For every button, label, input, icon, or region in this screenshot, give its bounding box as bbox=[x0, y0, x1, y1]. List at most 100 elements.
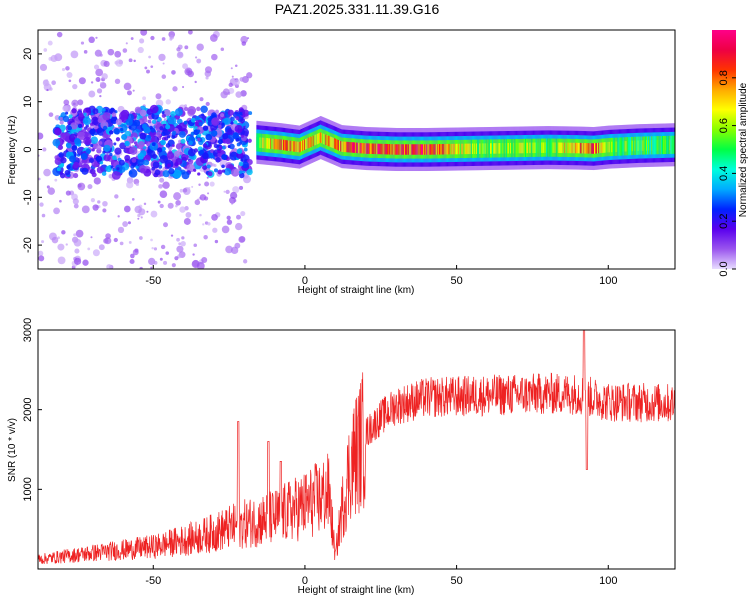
spectrogram-ridge-cell bbox=[647, 140, 649, 151]
spectrogram-ridge-cell bbox=[416, 144, 419, 155]
spectrogram-ridge-cell bbox=[326, 135, 328, 146]
spectrogram-noise-blob bbox=[235, 91, 243, 98]
spectrogram-ridge-cell bbox=[661, 139, 664, 151]
spectrogram-bright-spot bbox=[133, 119, 141, 127]
spectrogram-band-blob bbox=[217, 124, 222, 129]
spectrogram-noise-blob bbox=[211, 53, 218, 61]
spectrogram-ridge-cell bbox=[488, 143, 491, 154]
spectrogram-band-blob bbox=[171, 144, 175, 148]
snr-y-tick-label: 3000 bbox=[22, 318, 34, 342]
spectrogram-ridge-cell bbox=[515, 142, 517, 154]
spectrogram-band-blob bbox=[91, 172, 97, 178]
spectrogram-ridge-cell bbox=[257, 137, 259, 148]
spectrogram-band-blob bbox=[234, 124, 243, 134]
spectrogram-ridge-cell bbox=[286, 140, 288, 151]
spectrogram-ridge-cell bbox=[300, 140, 303, 152]
spectrogram-band-blob bbox=[155, 131, 162, 138]
spectrogram-ridge-cell bbox=[412, 144, 414, 155]
spectrogram-noise-blob bbox=[230, 246, 239, 255]
spectrogram-noise-blob bbox=[70, 50, 79, 59]
spectrogram-ridge-cell bbox=[450, 143, 453, 155]
spectrogram-ridge-cell bbox=[331, 137, 334, 148]
colorbar-gradient bbox=[712, 30, 736, 269]
spectrogram-noise-blob bbox=[132, 249, 139, 256]
spectrogram-ridge-cell bbox=[510, 142, 512, 154]
spectrogram-band-blob bbox=[131, 158, 137, 163]
spectrogram-band-blob bbox=[236, 142, 241, 147]
spectrogram-band-blob bbox=[229, 143, 235, 150]
spectrogram-ridge-cell bbox=[362, 143, 364, 154]
spectrogram-ridge-cell bbox=[629, 140, 631, 152]
spectrogram-ridge-cell bbox=[659, 139, 662, 151]
spectrogram-ridge-cell bbox=[422, 144, 424, 155]
spectrogram-bright-spot bbox=[69, 155, 76, 163]
spectrogram-ridge-cell bbox=[343, 141, 345, 153]
spectrogram-noise-blob bbox=[127, 221, 131, 225]
spectrogram-noise-blob bbox=[163, 222, 168, 228]
spectrogram-noise-blob bbox=[158, 53, 166, 62]
spectrogram-ridge-cell bbox=[670, 139, 672, 151]
spectrogram-ridge-cell bbox=[350, 142, 353, 153]
spectrogram-ridge-cell bbox=[435, 144, 438, 155]
spectrogram-noise-blob bbox=[59, 120, 64, 125]
spectrogram-ridge-cell bbox=[373, 143, 375, 155]
spectrogram-noise-blob bbox=[176, 47, 181, 52]
spectrogram-noise-blob bbox=[205, 76, 209, 80]
spectrogram-noise-blob bbox=[225, 189, 230, 195]
spectrogram-ridge-cell bbox=[418, 144, 421, 155]
spectrogram-ridge-cell bbox=[467, 143, 470, 155]
spectrogram-ridge-cell bbox=[556, 142, 559, 153]
spectrogram-band-blob bbox=[240, 134, 245, 138]
spectrogram-ridge-cell bbox=[284, 139, 286, 151]
spectrogram-x-tick-label: -50 bbox=[145, 275, 161, 287]
spectrogram-noise-blob bbox=[122, 48, 128, 53]
spectrogram-noise-blob bbox=[241, 76, 249, 84]
spectrogram-band-blob bbox=[170, 111, 177, 117]
spectrogram-noise-blob bbox=[169, 37, 173, 41]
spectrogram-band-blob bbox=[119, 142, 127, 150]
spectrogram-ridge-cell bbox=[366, 143, 369, 154]
spectrogram-noise-blob bbox=[45, 79, 49, 82]
spectrogram-noise-blob bbox=[92, 249, 100, 257]
spectrogram-band-blob bbox=[138, 141, 145, 148]
spectrogram-ridge-cell bbox=[583, 142, 585, 154]
spectrogram-band-blob bbox=[242, 161, 249, 169]
spectrogram-band-blob bbox=[220, 113, 225, 118]
spectrogram-ridge-cell bbox=[487, 143, 490, 154]
spectrogram-x-tick-label: 50 bbox=[450, 275, 462, 287]
spectrogram-bright-spot bbox=[113, 128, 120, 135]
spectrogram-bright-spot bbox=[121, 133, 128, 141]
spectrogram-ridge-cell bbox=[298, 141, 301, 153]
spectrogram-noise-blob bbox=[65, 243, 68, 246]
spectrogram-noise-blob bbox=[243, 259, 248, 264]
spectrogram-noise-blob bbox=[175, 204, 178, 208]
spectrogram-noise-blob bbox=[41, 213, 46, 218]
spectrogram-noise-blob bbox=[188, 186, 191, 190]
spectrogram-band-blob bbox=[211, 117, 220, 126]
spectrogram-panel: -50 0 50 100 -20 -10 0 10 20 Height of straight… bbox=[7, 29, 676, 296]
spectrogram-band-blob bbox=[56, 167, 61, 172]
spectrogram-band-blob bbox=[196, 106, 201, 112]
spectrogram-ridge-cell bbox=[367, 143, 370, 154]
spectrogram-ridge-cell bbox=[606, 141, 609, 153]
spectrogram-ridge-cell bbox=[480, 143, 482, 154]
spectrogram-ridge-cell bbox=[417, 144, 420, 155]
spectrogram-ridge-cell bbox=[598, 142, 600, 154]
spectrogram-ridge-cell bbox=[302, 140, 304, 151]
spectrogram-ridge-cell bbox=[374, 143, 376, 155]
spectrogram-noise-blob bbox=[117, 215, 120, 218]
spectrogram-x-tick-label: 0 bbox=[302, 275, 308, 287]
spectrogram-ridge-cell bbox=[547, 142, 549, 153]
spectrogram-ridge-cell bbox=[344, 141, 346, 153]
snr-panel: -50 0 50 100 1000 2000 3000 Height of straigh… bbox=[7, 318, 676, 596]
colorbar-tick-label: 0.8 bbox=[718, 70, 730, 85]
spectrogram-noise-blob bbox=[102, 208, 107, 213]
spectrogram-ridge-cell bbox=[518, 142, 521, 154]
spectrogram-noise-blob bbox=[231, 75, 234, 78]
spectrogram-ridge-cell bbox=[596, 142, 598, 154]
spectrogram-noise-blob bbox=[221, 225, 230, 234]
spectrogram-ridge-cell bbox=[623, 141, 626, 152]
spectrogram-band-blob bbox=[82, 116, 92, 126]
spectrogram-ridge-cell bbox=[577, 142, 579, 154]
spectrogram-noise-blob bbox=[170, 234, 174, 237]
